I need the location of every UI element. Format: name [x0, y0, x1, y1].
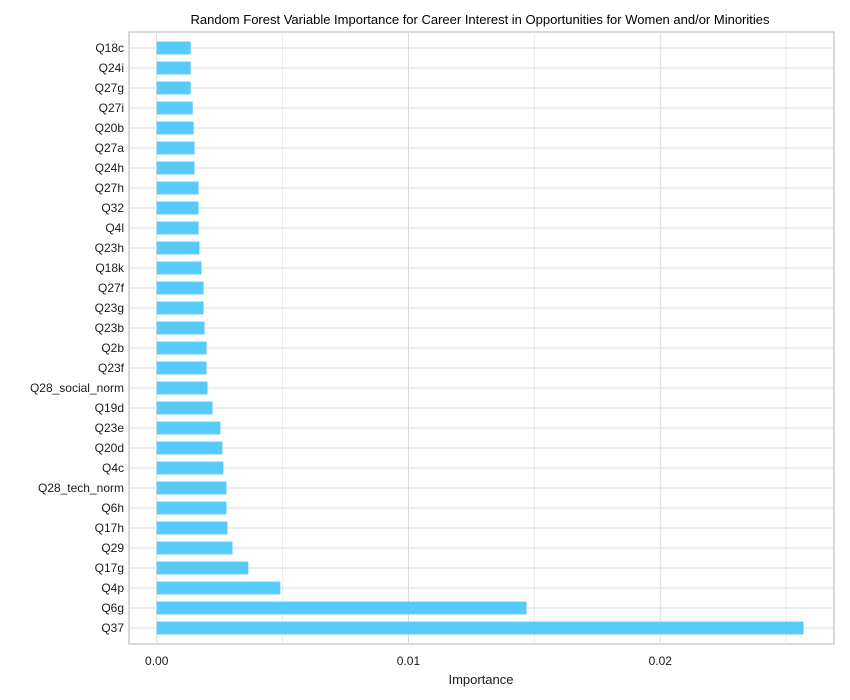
- bar-Q37: [156, 621, 804, 635]
- y-tick-label: Q20b: [95, 121, 125, 135]
- bar-Q4l: [156, 221, 199, 235]
- y-tick-label: Q18k: [95, 261, 125, 275]
- bar-Q29: [156, 541, 233, 555]
- bar-Q23b: [156, 321, 205, 335]
- bar-Q18c: [156, 41, 191, 55]
- y-tick-label: Q17h: [95, 521, 124, 535]
- y-tick-label: Q24h: [95, 161, 124, 175]
- bar-Q27h: [156, 181, 199, 195]
- bar-Q28_tech_norm: [156, 481, 227, 495]
- bar-Q27f: [156, 281, 204, 295]
- bar-Q4c: [156, 461, 224, 475]
- y-tick-label: Q6h: [101, 501, 124, 515]
- y-tick-label: Q29: [101, 541, 124, 555]
- bar-Q27a: [156, 141, 195, 155]
- bar-Q19d: [156, 401, 213, 415]
- bar-Q24h: [156, 161, 195, 175]
- y-tick-label: Q27h: [95, 181, 124, 195]
- bar-Q28_social_norm: [156, 381, 208, 395]
- y-tick-label: Q27g: [95, 81, 124, 95]
- y-tick-label: Q4c: [102, 461, 124, 475]
- y-tick-label: Q27f: [98, 281, 125, 295]
- bar-Q23g: [156, 301, 204, 315]
- x-tick-label: 0.02: [649, 654, 673, 668]
- y-tick-label: Q20d: [95, 441, 124, 455]
- bar-Q32: [156, 201, 199, 215]
- bar-Q6h: [156, 501, 227, 515]
- y-tick-label: Q6g: [101, 601, 124, 615]
- y-tick-label: Q2b: [101, 341, 124, 355]
- grid-lines: [129, 32, 834, 644]
- y-tick-label: Q17g: [95, 561, 124, 575]
- bar-Q20d: [156, 441, 223, 455]
- y-tick-label: Q4l: [105, 221, 124, 235]
- bar-Q23h: [156, 241, 200, 255]
- y-tick-label: Q4p: [101, 581, 124, 595]
- bars: [156, 41, 804, 635]
- y-tick-label: Q18c: [95, 41, 124, 55]
- bar-Q27g: [156, 81, 191, 95]
- bar-Q17h: [156, 521, 228, 535]
- x-axis-label: Importance: [448, 672, 513, 687]
- x-tick-label: 0.01: [397, 654, 421, 668]
- chart-title: Random Forest Variable Importance for Ca…: [191, 12, 770, 27]
- y-tick-label: Q37: [101, 621, 124, 635]
- bar-Q24i: [156, 61, 191, 75]
- bar-Q17g: [156, 561, 249, 575]
- y-tick-label: Q24i: [99, 61, 124, 75]
- bar-Q20b: [156, 121, 194, 135]
- plot-area: [128, 31, 835, 645]
- bar-Q4p: [156, 581, 281, 595]
- y-tick-label: Q23f: [98, 361, 125, 375]
- y-tick-label: Q23h: [95, 241, 124, 255]
- bar-Q23f: [156, 361, 207, 375]
- x-tick-labels: 0.00 0.01 0.02: [145, 654, 672, 668]
- y-tick-label: Q23e: [95, 421, 125, 435]
- bar-Q18k: [156, 261, 202, 275]
- y-tick-label: Q32: [101, 201, 124, 215]
- bar-Q27i: [156, 101, 193, 115]
- x-tick-label: 0.00: [145, 654, 169, 668]
- y-tick-label: Q27a: [95, 141, 125, 155]
- y-tick-label: Q19d: [95, 401, 124, 415]
- y-tick-label: Q28_social_norm: [30, 381, 124, 395]
- bar-Q6g: [156, 601, 527, 615]
- bar-Q23e: [156, 421, 221, 435]
- y-tick-label: Q28_tech_norm: [38, 481, 124, 495]
- y-tick-label: Q27i: [99, 101, 124, 115]
- y-tick-label: Q23b: [95, 321, 125, 335]
- y-tick-label: Q23g: [95, 301, 124, 315]
- y-tick-labels: Q18c Q24i Q27g Q27i Q20b Q27a Q24h Q27h Q32 Q4l Q2…: [30, 41, 125, 635]
- bar-Q2b: [156, 341, 207, 355]
